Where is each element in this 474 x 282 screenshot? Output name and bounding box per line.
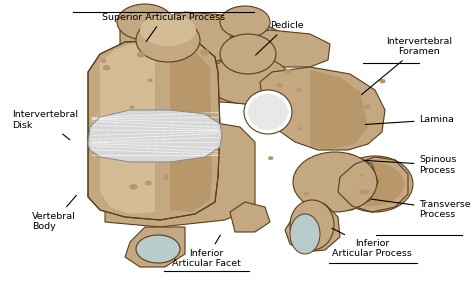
Ellipse shape	[379, 79, 386, 83]
Polygon shape	[195, 57, 295, 104]
Ellipse shape	[361, 189, 369, 195]
Ellipse shape	[147, 78, 153, 82]
Ellipse shape	[220, 34, 276, 74]
Polygon shape	[230, 202, 270, 232]
Ellipse shape	[296, 88, 301, 92]
Ellipse shape	[129, 184, 137, 190]
Ellipse shape	[244, 90, 292, 134]
Ellipse shape	[284, 69, 292, 74]
Polygon shape	[100, 44, 155, 214]
Ellipse shape	[137, 52, 146, 58]
Text: Superior Articular Process: Superior Articular Process	[102, 13, 225, 41]
Ellipse shape	[200, 49, 209, 56]
Ellipse shape	[101, 59, 107, 63]
Ellipse shape	[189, 167, 194, 171]
Polygon shape	[260, 67, 385, 150]
Polygon shape	[88, 110, 222, 162]
Text: Inferior
Articular Facet: Inferior Articular Facet	[172, 235, 241, 268]
Polygon shape	[230, 30, 330, 67]
Text: Vertebral
Body: Vertebral Body	[32, 195, 76, 231]
Polygon shape	[170, 44, 212, 212]
Polygon shape	[295, 154, 378, 210]
Ellipse shape	[117, 4, 173, 40]
Ellipse shape	[164, 176, 168, 180]
Ellipse shape	[364, 104, 370, 109]
Ellipse shape	[102, 65, 110, 70]
Polygon shape	[338, 157, 408, 212]
Ellipse shape	[155, 109, 159, 112]
Text: Intervertebral
Foramen: Intervertebral Foramen	[362, 37, 453, 95]
Ellipse shape	[359, 174, 364, 177]
Text: Transverse
Process: Transverse Process	[372, 199, 471, 219]
Ellipse shape	[268, 156, 273, 160]
Ellipse shape	[136, 18, 200, 62]
Polygon shape	[285, 202, 340, 252]
Ellipse shape	[129, 105, 135, 109]
Ellipse shape	[220, 6, 270, 38]
Ellipse shape	[173, 195, 183, 202]
Ellipse shape	[206, 56, 290, 104]
Text: Spinous
Process: Spinous Process	[364, 155, 457, 175]
Polygon shape	[125, 227, 185, 267]
Ellipse shape	[164, 174, 169, 177]
Ellipse shape	[276, 83, 283, 88]
Polygon shape	[120, 12, 280, 87]
Ellipse shape	[145, 181, 152, 186]
Ellipse shape	[304, 191, 309, 195]
Ellipse shape	[290, 214, 320, 254]
Text: Intervertebral
Disk: Intervertebral Disk	[12, 110, 78, 140]
Ellipse shape	[293, 152, 377, 212]
Polygon shape	[105, 122, 255, 227]
Text: Inferior
Articular Process: Inferior Articular Process	[332, 228, 412, 258]
Ellipse shape	[248, 94, 288, 130]
Ellipse shape	[378, 188, 383, 192]
Polygon shape	[310, 70, 368, 149]
Ellipse shape	[298, 127, 302, 130]
Text: Pedicle: Pedicle	[255, 21, 303, 55]
Ellipse shape	[290, 200, 334, 250]
Ellipse shape	[359, 190, 364, 194]
Text: Lamina: Lamina	[365, 115, 455, 124]
Ellipse shape	[340, 162, 404, 206]
Ellipse shape	[140, 14, 196, 46]
Ellipse shape	[136, 235, 180, 263]
Polygon shape	[88, 40, 220, 220]
Ellipse shape	[337, 156, 413, 212]
